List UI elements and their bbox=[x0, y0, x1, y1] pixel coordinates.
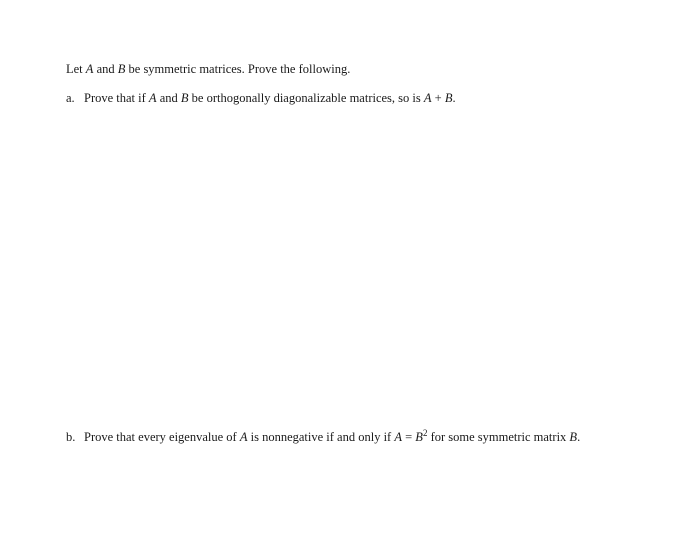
math-A: A bbox=[394, 430, 402, 444]
text: be orthogonally diagonalizable matrices,… bbox=[189, 91, 424, 105]
text: . bbox=[452, 91, 455, 105]
item-content: Prove that if A and B be orthogonally di… bbox=[84, 89, 626, 108]
text: . bbox=[577, 430, 580, 444]
item-marker: b. bbox=[66, 428, 78, 447]
text: Prove that if bbox=[84, 91, 149, 105]
item-content: Prove that every eigenvalue of A is nonn… bbox=[84, 428, 626, 447]
plus-sign: + bbox=[432, 91, 445, 105]
math-B: B bbox=[181, 91, 189, 105]
equals-sign: = bbox=[402, 430, 415, 444]
text: is nonnegative if and only if bbox=[247, 430, 394, 444]
text: be symmetric matrices. Prove the followi… bbox=[125, 62, 350, 76]
item-marker: a. bbox=[66, 89, 78, 108]
text: Prove that every eigenvalue of bbox=[84, 430, 240, 444]
text: for some symmetric matrix bbox=[427, 430, 569, 444]
math-B: B bbox=[415, 430, 423, 444]
math-A: A bbox=[424, 91, 432, 105]
text: and bbox=[93, 62, 117, 76]
problem-item-a: a. Prove that if A and B be orthogonally… bbox=[66, 89, 626, 108]
text: Let bbox=[66, 62, 86, 76]
math-B: B bbox=[569, 430, 577, 444]
problem-intro: Let A and B be symmetric matrices. Prove… bbox=[66, 60, 626, 79]
text: and bbox=[157, 91, 181, 105]
problem-item-b: b. Prove that every eigenvalue of A is n… bbox=[66, 428, 626, 447]
math-A: A bbox=[149, 91, 157, 105]
